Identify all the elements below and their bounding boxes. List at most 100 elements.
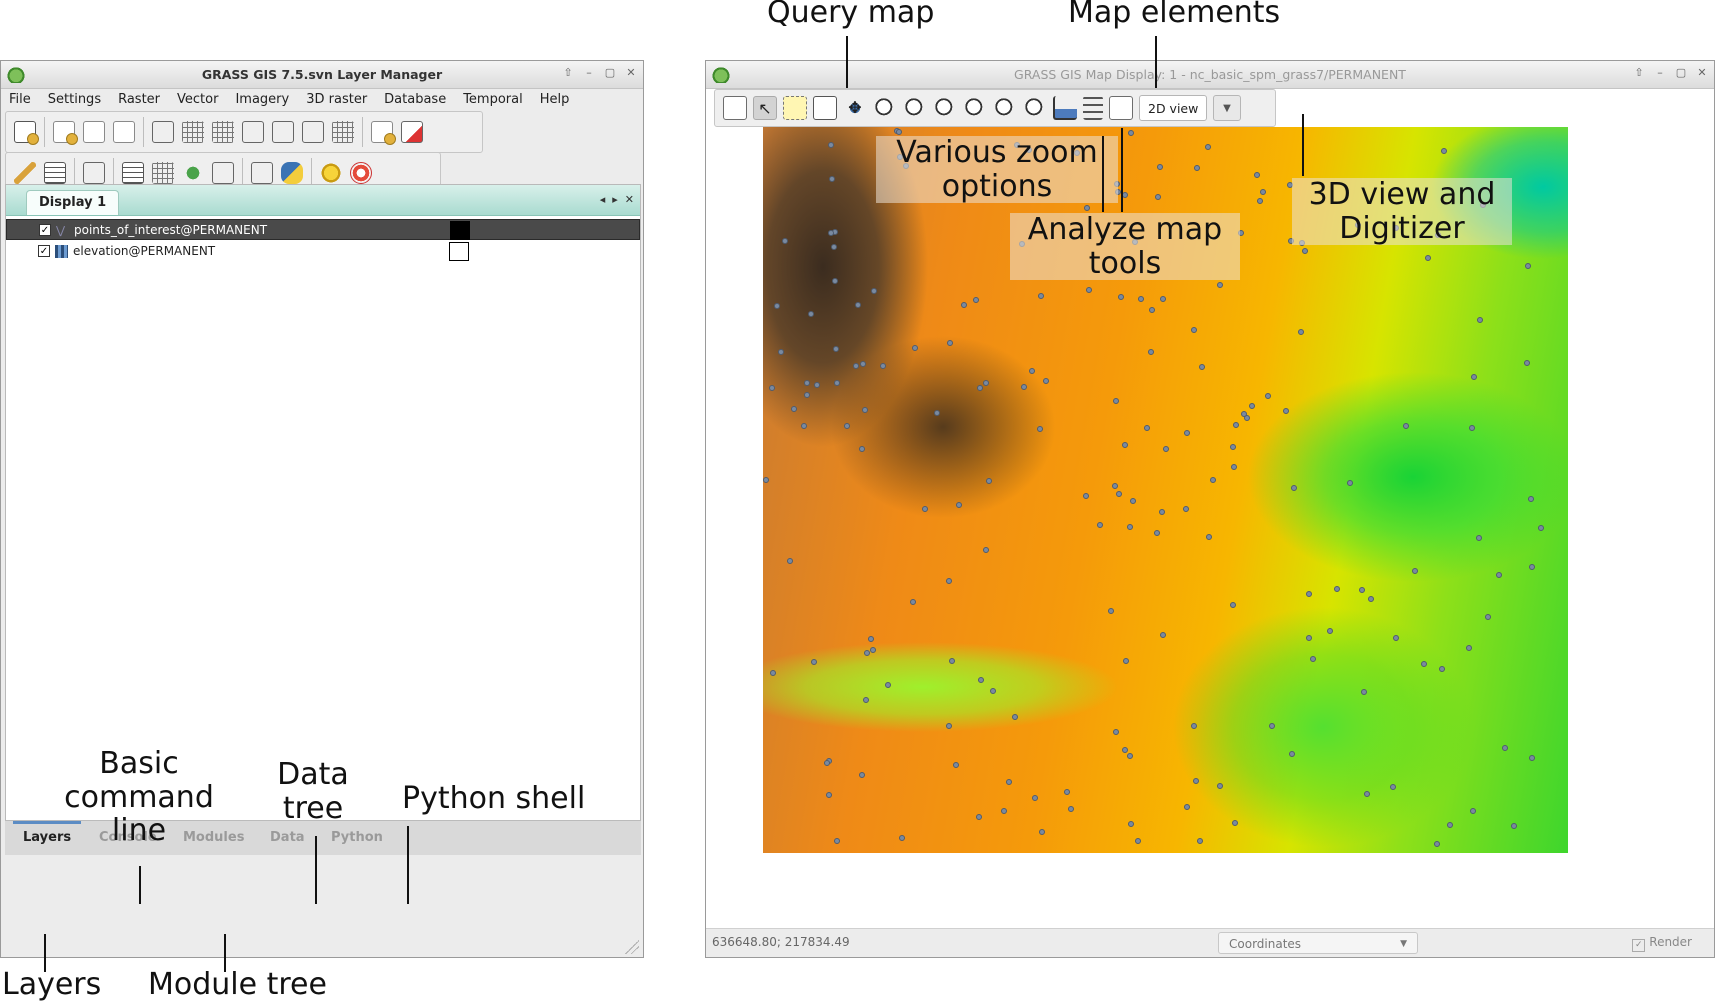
add-overlay-icon[interactable]	[302, 121, 324, 143]
menu-raster[interactable]: Raster	[118, 91, 161, 107]
leader-console	[139, 866, 141, 904]
tab-layers[interactable]: Layers	[23, 830, 72, 845]
add-multiple-rasters-icon[interactable]	[182, 121, 204, 143]
tab-right-icon[interactable]: ▸	[612, 193, 618, 206]
layer-name: points_of_interest@PERMANENT	[74, 223, 268, 237]
menu-settings[interactable]: Settings	[47, 91, 102, 107]
poi-marker	[983, 547, 989, 553]
statusbar-mode-label: Coordinates	[1229, 937, 1302, 951]
add-group-icon[interactable]	[332, 121, 354, 143]
tab-console[interactable]: Console	[99, 830, 157, 845]
resize-grip[interactable]	[625, 940, 639, 954]
tab-data[interactable]: Data	[270, 830, 305, 845]
cartographic-composer-icon[interactable]	[212, 162, 234, 184]
menu-imagery[interactable]: Imagery	[235, 91, 290, 107]
tab-display-1[interactable]: Display 1	[26, 190, 120, 215]
view-mode-select[interactable]: 2D view	[1139, 95, 1207, 121]
new-display-icon[interactable]	[14, 121, 39, 145]
add-multiple-vectors-icon[interactable]	[272, 121, 294, 143]
render-label: Render	[1649, 935, 1692, 949]
georectifier-icon[interactable]	[152, 162, 174, 184]
zoom-back-icon[interactable]	[993, 96, 1017, 120]
add-vector-icon[interactable]	[242, 121, 264, 143]
layer-row-points[interactable]: ✓ ⋁ points_of_interest@PERMANENT	[6, 219, 640, 240]
add-layer-icon[interactable]	[371, 121, 396, 145]
edit-vector-icon[interactable]	[14, 162, 36, 184]
menu-database[interactable]: Database	[384, 91, 447, 107]
annotation-module-tree: Module tree	[148, 967, 327, 1002]
analyze-map-icon[interactable]	[1053, 96, 1077, 120]
poi-marker	[1496, 572, 1502, 578]
select-icon[interactable]	[783, 96, 807, 120]
save-workspace-icon[interactable]	[113, 121, 135, 143]
statusbar-mode-select[interactable]: Coordinates ▼	[1218, 932, 1418, 954]
close-icon[interactable]: ✕	[626, 66, 636, 79]
tab-modules[interactable]: Modules	[183, 830, 245, 845]
map-composer-icon[interactable]	[83, 162, 105, 184]
close-icon[interactable]: ✕	[1697, 66, 1707, 79]
tab-close-icon[interactable]: ✕	[624, 193, 634, 206]
open-workspace-icon[interactable]	[83, 121, 105, 143]
minimize-icon[interactable]: –	[1657, 66, 1663, 79]
zoom-region-icon[interactable]	[963, 96, 987, 120]
poi-marker	[1260, 189, 1266, 195]
restore-icon[interactable]: ⇧	[563, 66, 573, 79]
poi-marker	[1364, 791, 1370, 797]
render-map-icon[interactable]	[723, 96, 747, 120]
render-checkbox[interactable]: ✓ Render	[1632, 935, 1692, 952]
tab-left-icon[interactable]: ◂	[599, 193, 606, 206]
new-workspace-icon[interactable]	[53, 121, 78, 145]
pan-icon[interactable]: ✥	[843, 96, 867, 120]
poi-marker	[1306, 635, 1312, 641]
layer-manager-titlebar[interactable]: GRASS GIS 7.5.svn Layer Manager ⇧ – ▢ ✕	[1, 61, 643, 89]
zoom-options-icon[interactable]	[1023, 96, 1047, 120]
layer-checkbox[interactable]: ✓	[39, 224, 51, 236]
launch-script-icon[interactable]	[251, 162, 273, 184]
poi-marker	[1485, 614, 1491, 620]
poi-marker	[860, 361, 866, 367]
attribute-table-icon[interactable]	[44, 162, 66, 184]
view-mode-dropdown-icon[interactable]: ▼	[1213, 95, 1241, 121]
layer-tree-notebook: Display 1 ◂ ▸ ✕ ✓ ⋁ points_of_interest@P…	[5, 184, 641, 855]
poi-marker	[1043, 378, 1049, 384]
map-elements-icon[interactable]	[1083, 96, 1103, 120]
map-display-titlebar[interactable]: GRASS GIS Map Display: 1 - nc_basic_spm_…	[706, 61, 1714, 89]
menu-3d-raster[interactable]: 3D raster	[306, 91, 368, 107]
menu-temporal[interactable]: Temporal	[463, 91, 523, 107]
modeler-icon[interactable]	[122, 162, 144, 184]
minimize-icon[interactable]: –	[586, 66, 592, 79]
maximize-icon[interactable]: ▢	[604, 66, 616, 79]
maximize-icon[interactable]: ▢	[1675, 66, 1687, 79]
pointer-icon[interactable]: ↖	[753, 96, 777, 120]
poi-marker	[1038, 293, 1044, 299]
leader-map-elements	[1155, 36, 1157, 88]
layer-row-elevation[interactable]: ✓ elevation@PERMANENT	[6, 241, 640, 262]
leader-data-tree	[315, 836, 317, 904]
add-raster-misc-icon[interactable]	[212, 121, 234, 143]
menu-file[interactable]: File	[9, 91, 31, 107]
zoom-extent-icon[interactable]	[933, 96, 957, 120]
menu-bar: File Settings Raster Vector Imagery 3D r…	[1, 88, 643, 110]
leader-python-shell	[407, 826, 409, 904]
help-lifebuoy-icon[interactable]	[350, 162, 372, 184]
restore-icon[interactable]: ⇧	[1634, 66, 1644, 79]
poi-marker	[983, 380, 989, 386]
poi-marker	[1113, 729, 1119, 735]
graphical-modeler-icon[interactable]	[182, 162, 204, 184]
toolbar-separator	[74, 158, 75, 188]
python-icon[interactable]	[281, 162, 303, 184]
save-display-icon[interactable]	[1109, 96, 1133, 120]
menu-vector[interactable]: Vector	[177, 91, 219, 107]
annotation-query-map: Query map	[767, 0, 935, 30]
add-raster-icon[interactable]	[152, 121, 174, 143]
zoom-out-icon[interactable]	[903, 96, 927, 120]
remove-layer-icon[interactable]	[401, 121, 423, 143]
menu-help[interactable]: Help	[539, 91, 570, 107]
zoom-in-icon[interactable]	[873, 96, 897, 120]
settings-gear-icon[interactable]	[320, 162, 342, 184]
poi-marker	[1084, 205, 1090, 211]
layer-checkbox[interactable]: ✓	[38, 245, 50, 257]
query-map-icon[interactable]	[813, 96, 837, 120]
tab-python[interactable]: Python	[331, 830, 383, 845]
layer-manager-title: GRASS GIS 7.5.svn Layer Manager	[201, 67, 443, 82]
